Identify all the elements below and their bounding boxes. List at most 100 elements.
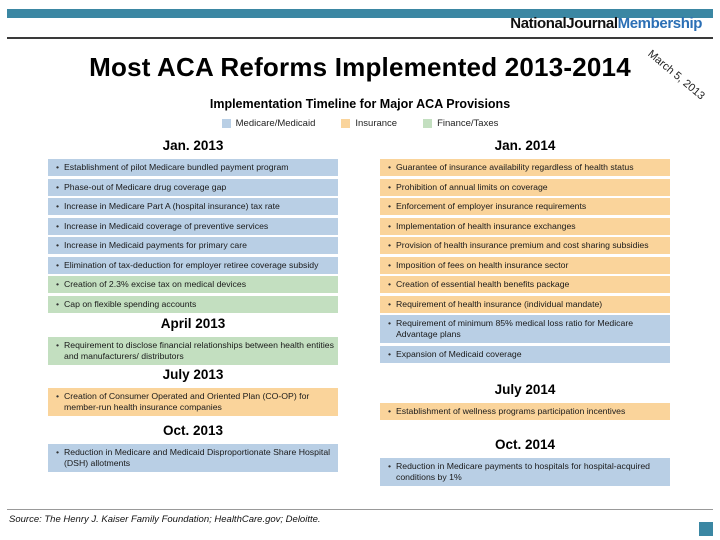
timeline-item: • Requirement of health insurance (indivi… <box>380 295 670 313</box>
timeline-item: • Expansion of Medicaid coverage <box>380 345 670 363</box>
bullet-icon: • <box>55 240 60 250</box>
item-text: Establishment of pilot Medicare bundled … <box>64 162 289 172</box>
item-text: Creation of Consumer Operated and Orient… <box>64 391 310 412</box>
corner-accent-square <box>699 522 713 536</box>
section-header: April 2013 <box>160 315 226 331</box>
legend-label: Insurance <box>355 118 398 129</box>
medicare-swatch-icon <box>221 119 231 128</box>
bullet-icon: • <box>387 461 392 471</box>
legend-label: Medicare/Medicaid <box>235 118 316 129</box>
subtitle: Implementation Timeline for Major ACA Pr… <box>209 97 511 111</box>
section-header: July 2013 <box>162 367 224 382</box>
timeline-item: • Phase-out of Medicare drug coverage gap <box>48 178 338 196</box>
bullet-icon: • <box>55 181 60 192</box>
item-text: Requirement of health insurance (individ… <box>396 298 603 309</box>
item-text: Requirement to disclose financial relati… <box>64 339 334 361</box>
timeline-column-0: Jan. 2013 • Establishment of pilot Medicar… <box>48 138 338 474</box>
timeline-item: • Imposition of fees on health insurance … <box>380 256 670 274</box>
top-accent-bar <box>7 9 713 18</box>
item-text: Phase-out of Medicare drug coverage gap <box>64 181 227 192</box>
timeline-item: • Creation of 2.3% excise tax on medical … <box>48 276 338 293</box>
timeline-item: • Increase in Medicare Part A (hospital i… <box>48 198 338 215</box>
timeline-item: • Elimination of tax-deduction for employ… <box>48 256 338 274</box>
timeline-item: • Reduction in Medicare payments to hospi… <box>380 458 670 486</box>
bullet-icon: • <box>387 181 392 192</box>
bullet-icon: • <box>55 162 60 172</box>
footer-rule <box>7 509 713 510</box>
item-text: Elimination of tax-deduction for employe… <box>64 259 319 270</box>
brand-nationaljournal: NationalJournal <box>510 15 618 32</box>
section-header: July 2014 <box>494 381 556 397</box>
bullet-icon: • <box>55 391 60 401</box>
timeline-item: • Requirement to disclose financial relat… <box>48 336 338 365</box>
bullet-icon: • <box>387 201 392 211</box>
bullet-icon: • <box>387 318 392 328</box>
bullet-icon: • <box>55 446 60 457</box>
timeline-section: Jan. 2014 • Guarantee of insurance availab… <box>380 138 670 363</box>
timeline-item: • Guarantee of insurance availability reg… <box>380 159 670 176</box>
timeline-section: Oct. 2013 • Reduction in Medicare and Medi… <box>48 423 338 472</box>
timeline-item: • Prohibition of annual limits on coverag… <box>380 178 670 196</box>
legend-entry: Insurance <box>341 118 397 129</box>
item-text: Guarantee of insurance availability rega… <box>396 162 634 172</box>
finance-swatch-icon <box>423 119 433 128</box>
item-text: Creation of 2.3% excise tax on medical d… <box>64 279 247 289</box>
item-text: Reduction in Medicare and Medicaid Dispr… <box>64 446 331 468</box>
bullet-icon: • <box>55 201 60 211</box>
section-header: Oct. 2013 <box>162 422 224 438</box>
bullet-icon: • <box>387 220 392 231</box>
timeline-item: • Increase in Medicaid coverage of preven… <box>48 217 338 235</box>
brand-membership: Membership <box>617 15 703 32</box>
timeline-item: • Cap on flexible spending accounts <box>48 295 338 313</box>
timeline-item: • Requirement of minimum 85% medical loss… <box>380 315 670 343</box>
item-text: Creation of essential health benefits pa… <box>396 279 570 289</box>
legend-entry: Medicare/Medicaid <box>221 118 316 129</box>
item-text: Implementation of health insurance excha… <box>396 220 576 231</box>
page-title: Most ACA Reforms Implemented 2013-2014 <box>89 52 631 82</box>
bullet-icon: • <box>387 240 392 250</box>
timeline-section: Jan. 2013 • Establishment of pilot Medicar… <box>48 138 338 313</box>
timeline-item: • Provision of health insurance premium a… <box>380 237 670 254</box>
timeline-item: • Reduction in Medicare and Medicaid Disp… <box>48 443 338 472</box>
source-note: Source: The Henry J. Kaiser Family Found… <box>9 514 321 525</box>
timeline-item: • Establishment of wellness programs part… <box>380 402 670 420</box>
legend-label: Finance/Taxes <box>437 118 499 129</box>
bullet-icon: • <box>387 162 392 172</box>
header-rule <box>7 37 713 39</box>
item-text: Increase in Medicare Part A (hospital in… <box>64 201 280 211</box>
bullet-icon: • <box>55 279 60 289</box>
legend-entry: Finance/Taxes <box>423 118 498 129</box>
item-text: Enforcement of employer insurance requir… <box>396 201 587 211</box>
item-text: Establishment of wellness programs parti… <box>396 405 626 416</box>
item-text: Increase in Medicaid payments for primar… <box>64 240 247 250</box>
bullet-icon: • <box>387 279 392 289</box>
item-text: Requirement of minimum 85% medical loss … <box>396 318 634 339</box>
timeline-section: July 2014 • Establishment of wellness prog… <box>380 382 670 420</box>
bullet-icon: • <box>55 259 60 270</box>
item-text: Imposition of fees on health insurance s… <box>396 259 569 270</box>
insurance-swatch-icon <box>341 119 351 128</box>
timeline-item: • Enforcement of employer insurance requi… <box>380 198 670 215</box>
timeline-item: • Implementation of health insurance exch… <box>380 217 670 235</box>
timeline-item: • Increase in Medicaid payments for prima… <box>48 237 338 254</box>
timeline-item: • Establishment of pilot Medicare bundled… <box>48 159 338 176</box>
item-text: Cap on flexible spending accounts <box>64 298 197 309</box>
item-text: Expansion of Medicaid coverage <box>396 348 522 359</box>
item-text: Increase in Medicaid coverage of prevent… <box>64 220 269 231</box>
item-text: Provision of health insurance premium an… <box>396 240 649 250</box>
section-header: Jan. 2013 <box>162 138 224 153</box>
timeline-item: • Creation of Consumer Operated and Orien… <box>48 388 338 416</box>
timeline-column-1: Jan. 2014 • Guarantee of insurance availab… <box>380 138 670 489</box>
bullet-icon: • <box>55 298 60 309</box>
item-text: Reduction in Medicare payments to hospit… <box>396 461 651 482</box>
bullet-icon: • <box>55 339 60 350</box>
section-header: Jan. 2014 <box>494 138 556 153</box>
bullet-icon: • <box>387 298 392 309</box>
timeline-section: July 2013 • Creation of Consumer Operated … <box>48 367 338 416</box>
bullet-icon: • <box>55 220 60 231</box>
timeline-item: • Creation of essential health benefits p… <box>380 276 670 293</box>
bullet-icon: • <box>387 348 392 359</box>
legend: Medicare/Medicaid Insurance Finance/Taxes <box>0 118 720 129</box>
brand-logo: NationalJournalMembership <box>510 15 702 32</box>
